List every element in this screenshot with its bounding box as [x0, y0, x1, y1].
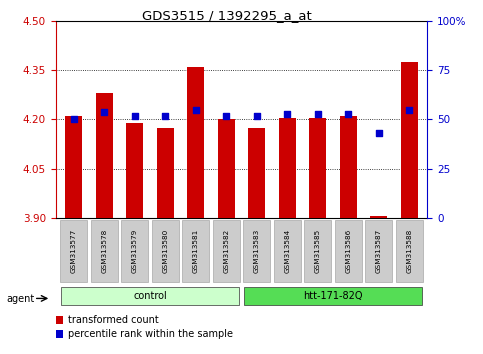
- Text: GSM313577: GSM313577: [71, 229, 77, 273]
- Bar: [66, 116, 82, 218]
- FancyBboxPatch shape: [274, 221, 300, 282]
- Point: [131, 113, 139, 118]
- Point: [253, 113, 261, 118]
- FancyBboxPatch shape: [121, 221, 148, 282]
- Bar: [309, 118, 326, 218]
- FancyBboxPatch shape: [61, 287, 240, 304]
- Text: htt-171-82Q: htt-171-82Q: [303, 291, 363, 301]
- Text: GSM313581: GSM313581: [193, 229, 199, 273]
- Bar: [157, 128, 174, 218]
- Text: agent: agent: [6, 294, 34, 304]
- Point: [314, 111, 322, 116]
- FancyBboxPatch shape: [183, 221, 209, 282]
- Text: GSM313583: GSM313583: [254, 229, 260, 273]
- Bar: [370, 216, 387, 218]
- FancyBboxPatch shape: [243, 287, 422, 304]
- FancyBboxPatch shape: [152, 221, 179, 282]
- Bar: [279, 118, 296, 218]
- Text: GSM313579: GSM313579: [132, 229, 138, 273]
- Point: [222, 113, 230, 118]
- Bar: [96, 93, 113, 218]
- Text: transformed count: transformed count: [68, 315, 159, 325]
- Bar: [218, 120, 235, 218]
- FancyBboxPatch shape: [396, 221, 423, 282]
- Point: [161, 113, 169, 118]
- Text: GSM313580: GSM313580: [162, 229, 168, 273]
- Point: [405, 107, 413, 113]
- FancyBboxPatch shape: [304, 221, 331, 282]
- Bar: [187, 67, 204, 218]
- Point: [70, 117, 78, 122]
- Point: [284, 111, 291, 116]
- Text: percentile rank within the sample: percentile rank within the sample: [68, 329, 233, 339]
- Text: GSM313585: GSM313585: [315, 229, 321, 273]
- Text: GSM313586: GSM313586: [345, 229, 351, 273]
- Text: control: control: [133, 291, 167, 301]
- Point: [344, 111, 352, 116]
- Point: [192, 107, 199, 113]
- Text: GDS3515 / 1392295_a_at: GDS3515 / 1392295_a_at: [142, 9, 312, 22]
- Text: GSM313582: GSM313582: [223, 229, 229, 273]
- Bar: [127, 123, 143, 218]
- Text: GSM313578: GSM313578: [101, 229, 107, 273]
- Point: [375, 130, 383, 136]
- Bar: [248, 128, 265, 218]
- FancyBboxPatch shape: [60, 221, 87, 282]
- Point: [100, 109, 108, 114]
- FancyBboxPatch shape: [91, 221, 118, 282]
- FancyBboxPatch shape: [243, 221, 270, 282]
- Text: GSM313584: GSM313584: [284, 229, 290, 273]
- Bar: [340, 116, 356, 218]
- FancyBboxPatch shape: [213, 221, 240, 282]
- Bar: [401, 62, 417, 218]
- Text: GSM313587: GSM313587: [376, 229, 382, 273]
- Text: GSM313588: GSM313588: [406, 229, 412, 273]
- FancyBboxPatch shape: [365, 221, 392, 282]
- FancyBboxPatch shape: [335, 221, 362, 282]
